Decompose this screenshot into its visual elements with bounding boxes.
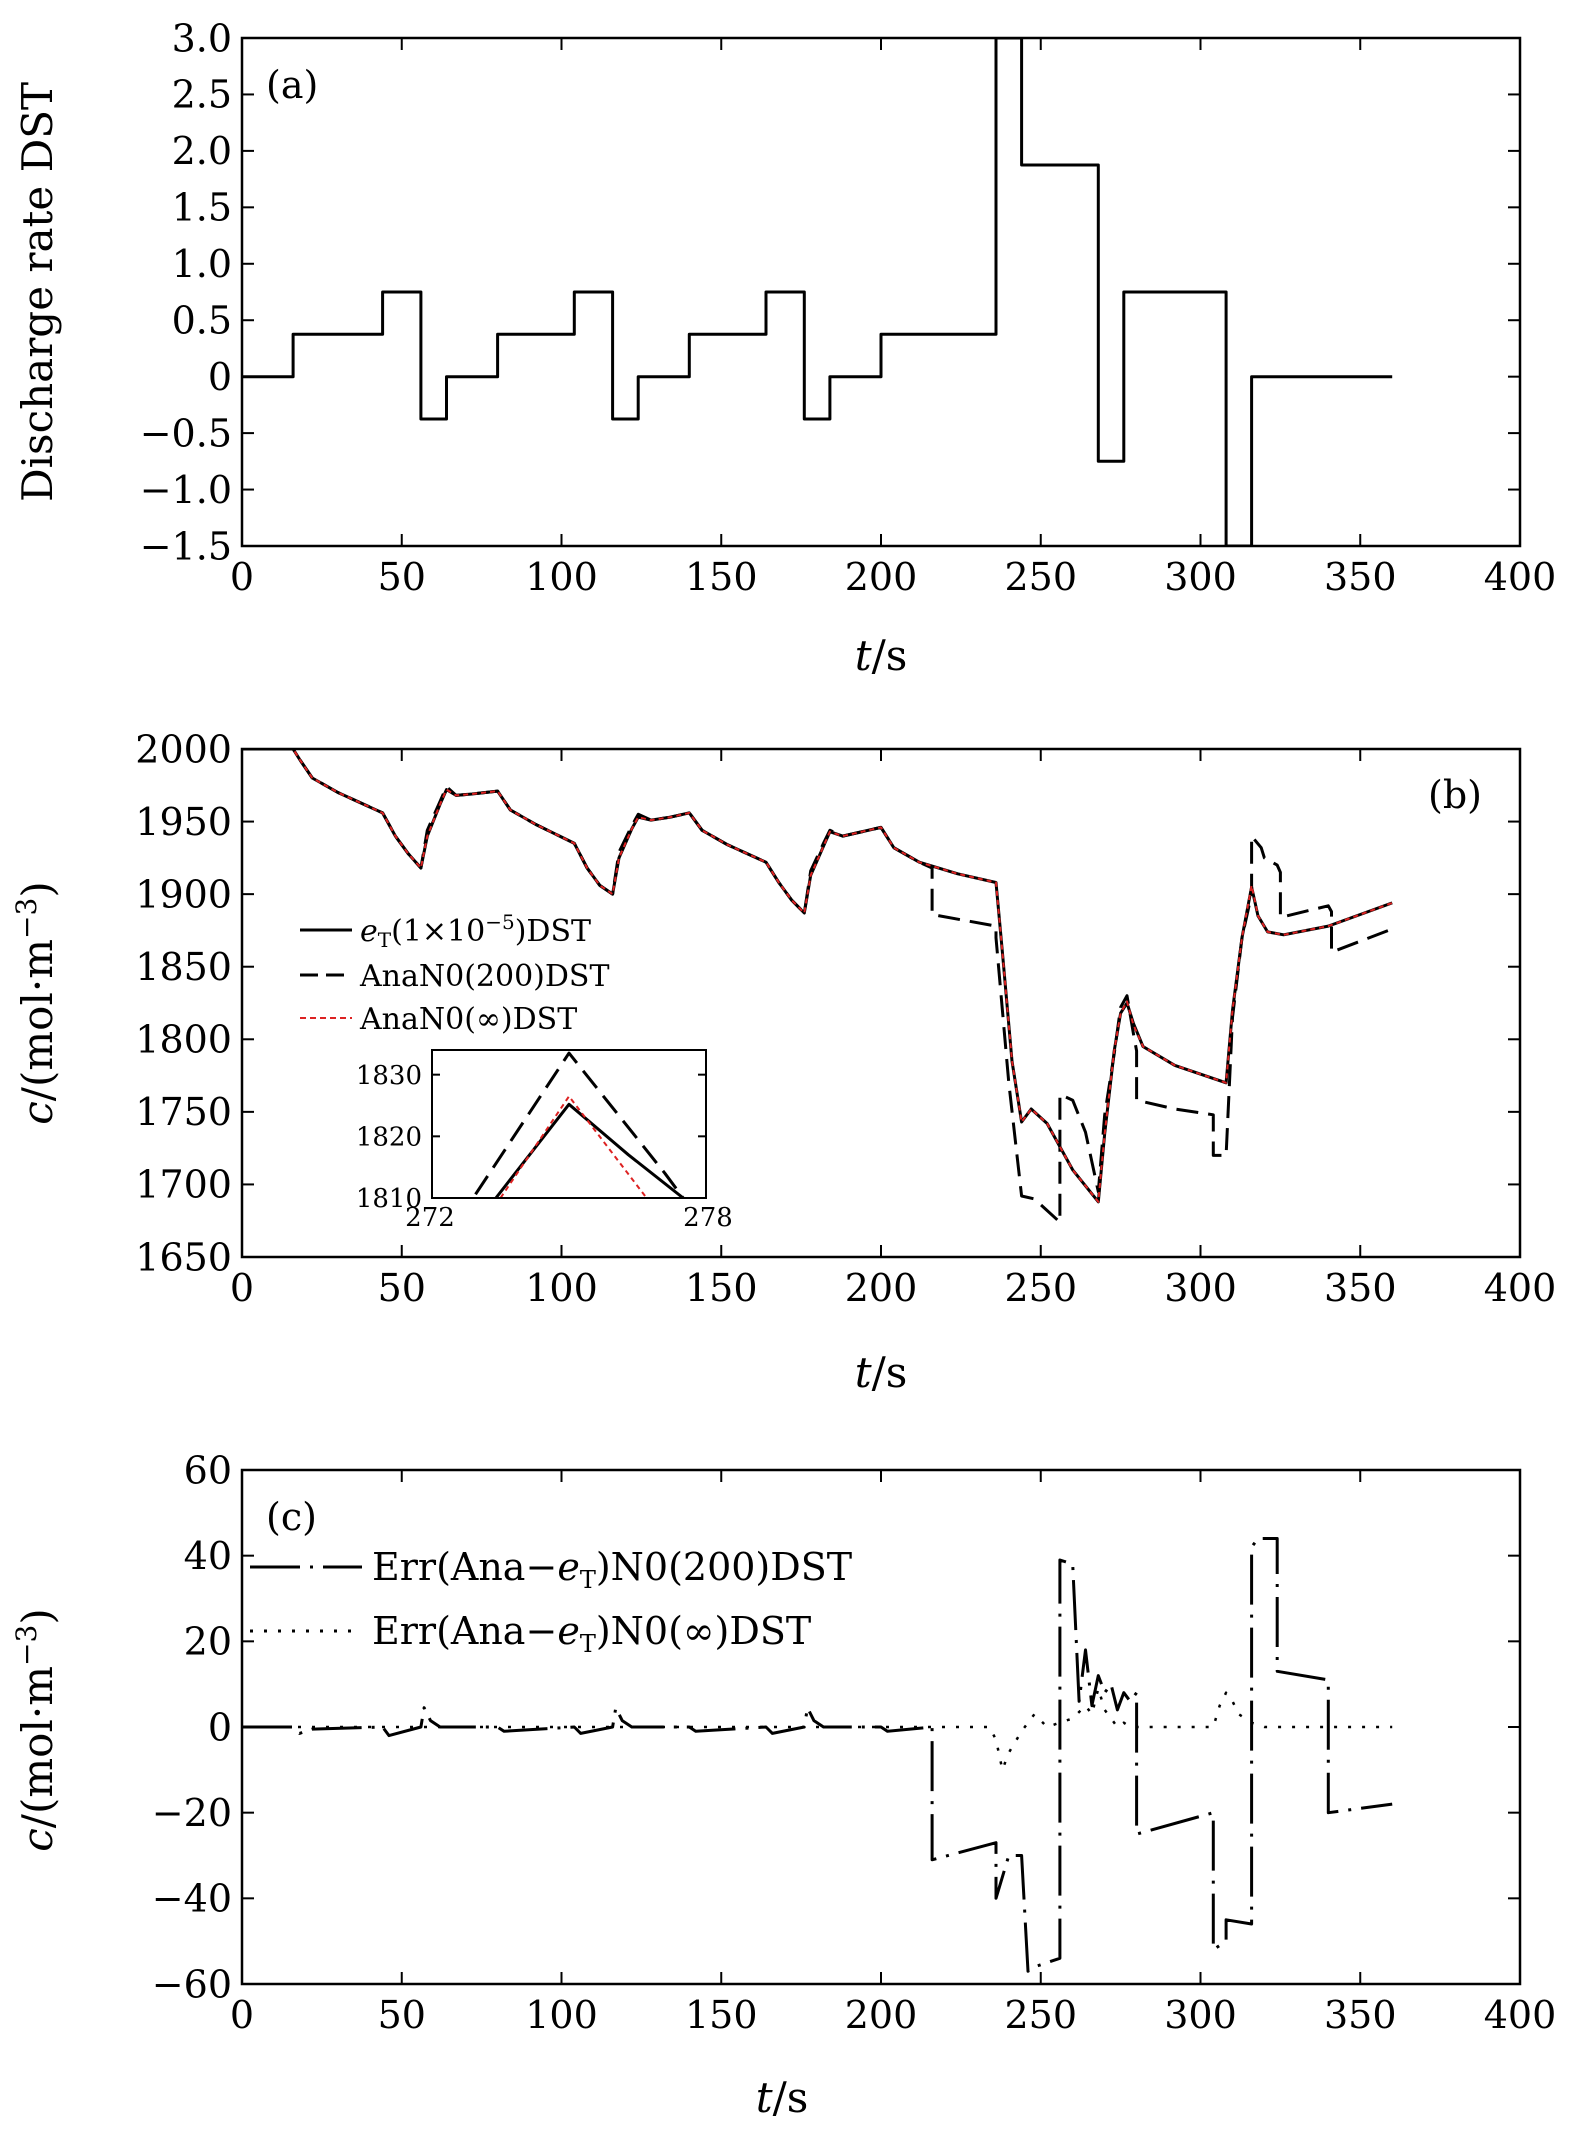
panel-b-ytick-label: 1650 — [135, 1235, 232, 1279]
panel-b-series-3 — [242, 749, 1393, 1203]
panel-c-xtick-label: 0 — [230, 1993, 254, 2037]
panel-a-ytick-label: 0.5 — [172, 299, 232, 343]
inset-ytick-label: 1830 — [356, 1061, 422, 1091]
panel-c-ytick-label: 0 — [208, 1705, 232, 1749]
panel-a-ytick-label: 2.5 — [172, 73, 232, 117]
panel-c-chart: 0 50 100 150 200 250 300 350 400 −60 −40 −20 0 20 40 60… — [10, 1448, 1556, 2122]
panel-c-xlabel: t/s — [756, 2073, 809, 2122]
legend-label-err200: Err(Ana−eT)N0(200)DST — [372, 1545, 852, 1594]
panel-b-ytick-label: 1850 — [135, 945, 232, 989]
panel-a-xtick-label: 250 — [1004, 555, 1077, 599]
panel-a-ylabel: Discharge rate DST — [13, 82, 62, 502]
panel-a-ytick-label: 2.0 — [172, 129, 232, 173]
panel-c-tick-labels: 0 50 100 150 200 250 300 350 400 −60 −40 −20 0 20 40 60 — [152, 1448, 1556, 2037]
panel-c-xtick-label: 400 — [1484, 1993, 1557, 2037]
panel-c-plot-area — [242, 1537, 1393, 1973]
panel-a-xtick-label: 150 — [685, 555, 758, 599]
inset-tick-labels: 1810 1820 1830 272 278 — [356, 1061, 733, 1233]
panel-c-ytick-label: 20 — [184, 1620, 232, 1664]
panel-c-legend: Err(Ana−eT)N0(200)DST Err(Ana−eT)N0(∞)DS… — [250, 1545, 852, 1658]
panel-a-frame — [240, 36, 1522, 548]
inset-ytick-label: 1820 — [356, 1122, 422, 1152]
legend-label-errinf: Err(Ana−eT)N0(∞)DST — [372, 1609, 811, 1658]
panel-c-series-1 — [242, 1537, 1393, 1973]
inset-series-2 — [471, 1051, 686, 1198]
panel-b-ytick-label: 1700 — [135, 1163, 232, 1207]
panel-a-xtick-label: 100 — [525, 555, 598, 599]
panel-a-series-1 — [242, 38, 1393, 546]
panel-a-ytick-label: 3.0 — [172, 16, 232, 60]
panel-c-xtick-label: 300 — [1164, 1993, 1237, 2037]
panel-c-ytick-label: −40 — [152, 1877, 232, 1921]
panel-a-ytick-label: 1.0 — [172, 242, 232, 286]
inset-xtick-label: 278 — [683, 1203, 733, 1233]
panel-b-xtick-label: 0 — [230, 1266, 254, 1310]
panel-a-ytick-label: −1.0 — [140, 468, 232, 512]
panel-c-xtick-label: 250 — [1004, 1993, 1077, 2037]
panel-c-label: (c) — [266, 1495, 317, 1539]
panel-b-ytick-label: 1750 — [135, 1090, 232, 1134]
inset-frame — [431, 1049, 707, 1199]
panel-b-xlabel: t/s — [855, 1348, 908, 1397]
panel-c-frame — [240, 1468, 1522, 1986]
inset-series-1 — [493, 1102, 686, 1198]
panel-a-xtick-label: 0 — [230, 555, 254, 599]
panel-a-xtick-label: 400 — [1484, 555, 1557, 599]
panel-b-xtick-label: 200 — [845, 1266, 918, 1310]
panel-b-legend: eT(1×10−5)DST AnaN0(200)DST AnaN0(∞)DST — [300, 910, 610, 1037]
panel-b-inset: 1810 1820 1830 272 278 — [356, 1049, 733, 1233]
panel-c-ytick-label: −60 — [152, 1962, 232, 2006]
panel-b-ytick-label: 1900 — [135, 872, 232, 916]
panel-c-xtick-label: 350 — [1324, 1993, 1397, 2037]
panel-b-xtick-label: 150 — [685, 1266, 758, 1310]
panel-c-xtick-label: 100 — [525, 1993, 598, 2037]
panel-b-xtick-label: 300 — [1164, 1266, 1237, 1310]
panel-b-ytick-label: 1950 — [135, 800, 232, 844]
panel-a-ticks — [241, 37, 1521, 547]
panel-c-ytick-label: 60 — [184, 1448, 232, 1492]
panel-b-xtick-label: 50 — [378, 1266, 426, 1310]
panel-a-xtick-label: 200 — [845, 555, 918, 599]
panel-c-xtick-label: 50 — [378, 1993, 426, 2037]
panel-c-ytick-label: 40 — [184, 1534, 232, 1578]
panel-a-xtick-label: 300 — [1164, 555, 1237, 599]
panel-b-xtick-label: 400 — [1484, 1266, 1557, 1310]
panel-b-xtick-label: 350 — [1324, 1266, 1397, 1310]
panel-a-ytick-label: −1.5 — [140, 524, 232, 568]
panel-a-plot-area — [242, 38, 1393, 546]
panel-b-xtick-label: 250 — [1004, 1266, 1077, 1310]
panel-b-ytick-label: 1800 — [135, 1018, 232, 1062]
panel-c-ytick-label: −20 — [152, 1791, 232, 1835]
panel-b-ylabel: c/(mol·m−3) — [10, 881, 62, 1124]
legend-label-anainf: AnaN0(∞)DST — [359, 1002, 577, 1037]
panel-c-xtick-label: 150 — [685, 1993, 758, 2037]
panel-b-ytick-label: 2000 — [135, 727, 232, 771]
legend-label-ana200: AnaN0(200)DST — [359, 959, 610, 994]
panel-b-plot-area — [242, 749, 1393, 1224]
panel-b-xtick-label: 100 — [525, 1266, 598, 1310]
panel-b-tick-labels: 0 50 100 150 200 250 300 350 400 1650 1700 1750 1800… — [135, 727, 1556, 1310]
panel-a-tick-labels: 0 50 100 150 200 250 300 350 400 −1.5 −1.0 −0.5 0 0.5… — [140, 16, 1557, 599]
panel-a-ytick-label: 0 — [208, 355, 232, 399]
panel-c-ylabel: c/(mol·m−3) — [10, 1608, 62, 1851]
panel-a-ytick-label: 1.5 — [172, 186, 232, 230]
panel-a-ytick-label: −0.5 — [140, 411, 232, 455]
panel-b-frame — [240, 747, 1522, 1259]
inset-background — [432, 1050, 706, 1198]
panel-c-xtick-label: 200 — [845, 1993, 918, 2037]
panel-a-xtick-label: 350 — [1324, 555, 1397, 599]
panel-a-xtick-label: 50 — [378, 555, 426, 599]
panel-a-label: (a) — [266, 63, 318, 107]
inset-ytick-label: 1810 — [356, 1184, 422, 1214]
inset-plot-area — [471, 1051, 686, 1198]
inset-xtick-label: 272 — [405, 1203, 455, 1233]
panel-a-xlabel: t/s — [855, 631, 908, 680]
legend-label-et: eT(1×10−5)DST — [360, 910, 591, 952]
panel-b-chart: 0 50 100 150 200 250 300 350 400 1650 1700 1750 1800… — [10, 727, 1556, 1397]
panel-b-label: (b) — [1428, 773, 1482, 817]
panel-a-chart: 0 50 100 150 200 250 300 350 400 −1.5 −1.0 −0.5 0 0.5… — [13, 16, 1556, 680]
